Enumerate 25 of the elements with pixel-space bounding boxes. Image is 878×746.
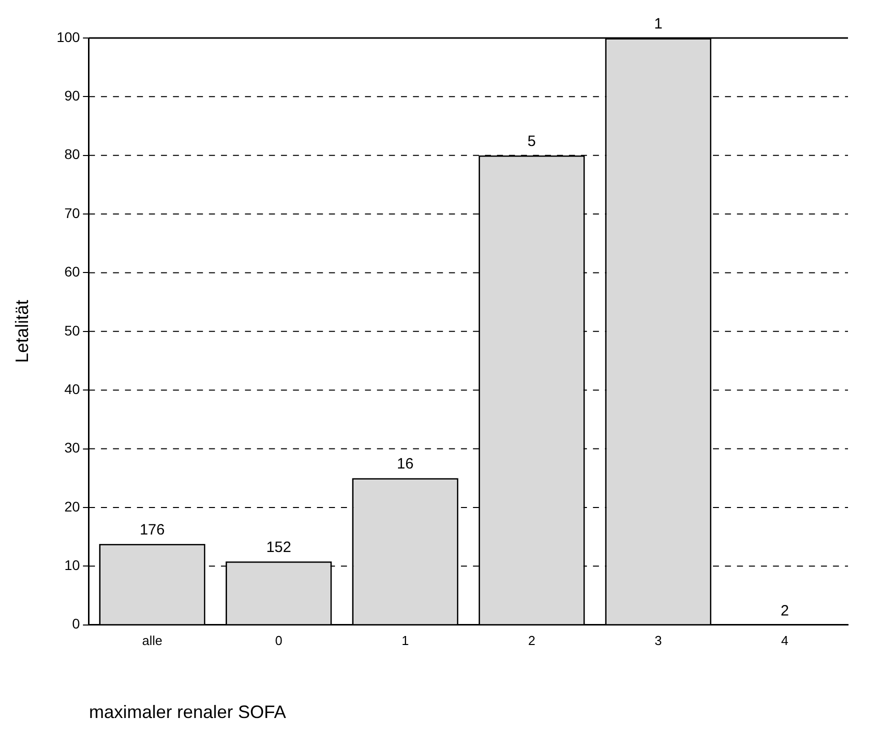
x-tick-label: alle — [142, 633, 162, 648]
y-tick-label: 30 — [64, 440, 80, 456]
y-tick-label: 60 — [64, 264, 80, 280]
annotation: 5 — [528, 133, 536, 150]
x-axis-title: maximaler renaler SOFA — [88, 702, 286, 722]
x-tick-label: 3 — [654, 633, 662, 648]
annotation: 176 — [140, 521, 165, 538]
y-axis-title: Letalität — [12, 300, 32, 363]
y-tick-label: 0 — [72, 616, 80, 632]
annotation: 2 — [780, 602, 789, 620]
x-tick-label: 0 — [275, 633, 282, 648]
y-tick-label: 40 — [64, 380, 80, 397]
y-tick-label: 100 — [56, 28, 80, 45]
annotation: 1 — [654, 16, 662, 33]
annotation: 152 — [266, 539, 292, 556]
y-tick-label: 20 — [64, 498, 80, 514]
y-tick-label: 80 — [64, 146, 80, 162]
x-tick-label: 2 — [528, 633, 536, 648]
x-tick-label: 1 — [402, 633, 409, 648]
y-tick-label: 90 — [64, 88, 80, 104]
y-tick-label: 10 — [64, 556, 80, 573]
y-tick-label: 50 — [64, 322, 80, 338]
y-tick-label: 70 — [64, 204, 80, 221]
annotation: 16 — [396, 456, 414, 473]
x-tick-label: 4 — [781, 633, 788, 648]
